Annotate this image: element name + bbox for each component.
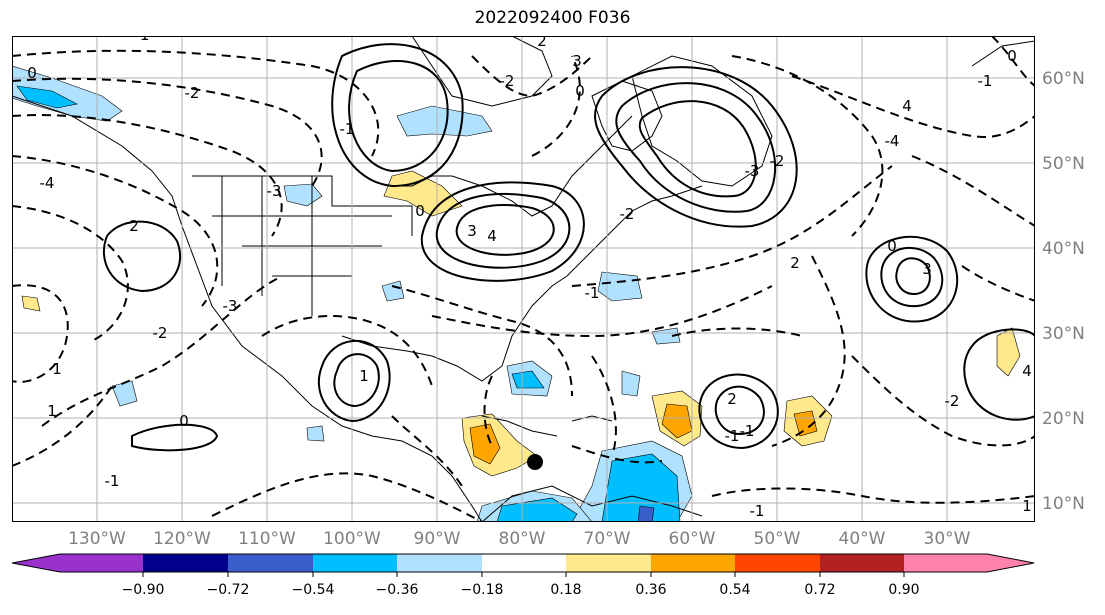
- colorbar: −0.90 −0.72 −0.54 −0.36 −0.18 0.18 0.36 0.54 0.7…: [11, 553, 1035, 598]
- contour-label: -1: [725, 427, 740, 445]
- contour-label: 1: [52, 360, 62, 378]
- longitude-label: 40°W: [839, 529, 886, 548]
- contour-label: 3: [922, 260, 932, 278]
- colorbar-outline: [11, 553, 1035, 573]
- contour-label: 0: [575, 82, 585, 100]
- contour-label: 0: [27, 64, 37, 82]
- colorbar-bin: [820, 554, 904, 572]
- contour-label: 2: [129, 217, 139, 235]
- latitude-label: 50°N: [1042, 154, 1085, 174]
- contour-label: 4: [902, 97, 912, 115]
- longitude-label: 60°W: [669, 529, 716, 548]
- colorbar-bin: [313, 554, 397, 572]
- longitude-label: 70°W: [584, 529, 631, 548]
- map-panel: -1-2-3-401234-101-2-112-3-10-223-10-4-24…: [12, 36, 1035, 522]
- contour-label: 2: [790, 254, 800, 272]
- contour-label: 0: [415, 202, 425, 220]
- colorbar-tick-label: −0.90: [122, 582, 165, 598]
- latitude-axis: 60°N 50°N 40°N 30°N 20°N 10°N: [1042, 69, 1085, 514]
- colorbar-bin: [651, 554, 735, 572]
- storm-marker: [527, 454, 543, 470]
- contour-label: 4: [487, 227, 497, 245]
- longitude-label: 110°W: [238, 529, 296, 548]
- contour-label: -1: [740, 422, 755, 440]
- longitude-label: 50°W: [754, 529, 801, 548]
- gridlines: [12, 36, 1035, 522]
- contour-label: 2: [537, 36, 547, 50]
- longitude-label: 80°W: [499, 529, 546, 548]
- contour-label: 4: [1022, 362, 1032, 380]
- contour-label: -2: [500, 72, 515, 90]
- colorbar-tick-label: 0.18: [550, 582, 581, 598]
- colorbar-bin: [143, 554, 228, 572]
- contour-label: -3: [745, 162, 760, 180]
- contour-label: 1: [47, 402, 57, 420]
- contour-label: 2: [727, 390, 737, 408]
- blue-patch-alaska: [12, 65, 123, 122]
- colorbar-tick-label: 0.72: [804, 582, 835, 598]
- contour-label: -4: [40, 174, 55, 192]
- colorbar-tick-label: −0.36: [376, 582, 419, 598]
- contour-label: -4: [885, 132, 900, 150]
- map-title: 2022092400 F036: [474, 8, 631, 28]
- latitude-label: 10°N: [1042, 494, 1085, 514]
- contour-label: 1: [1022, 497, 1032, 515]
- contour-label: -1: [978, 72, 993, 90]
- colorbar-bin: [60, 554, 143, 572]
- contour-label: -1: [105, 472, 120, 490]
- longitude-label: 90°W: [414, 529, 461, 548]
- contour-label: -2: [620, 205, 635, 223]
- colorbar-bin: [228, 554, 313, 572]
- colorbar-bin: [482, 554, 566, 572]
- contour-label: -1: [135, 36, 150, 44]
- colorbar-over-arrow: [987, 554, 1034, 572]
- colorbar-tick-label: 0.36: [635, 582, 666, 598]
- colorbar-tick-label: −0.54: [292, 582, 335, 598]
- longitude-label: 100°W: [323, 529, 381, 548]
- contour-label: 1: [359, 367, 369, 385]
- colorbar-bin: [735, 554, 820, 572]
- colorbar-tick-label: −0.18: [461, 582, 504, 598]
- contour-label: 0: [887, 237, 897, 255]
- contour-label: 0: [179, 412, 189, 430]
- contour-label: -1: [585, 284, 600, 302]
- longitude-axis: 130°W 120°W 110°W 100°W 90°W 80°W 70°W 60°W 50°W…: [68, 529, 971, 548]
- contour-label: 0: [1007, 47, 1017, 65]
- contour-label: 3: [467, 222, 477, 240]
- colorbar-bin: [566, 554, 651, 572]
- contour-label: -2: [185, 84, 200, 102]
- latitude-label: 60°N: [1042, 69, 1085, 89]
- contour-label: -1: [340, 120, 355, 138]
- colorbar-under-arrow: [12, 554, 60, 572]
- longitude-label: 30°W: [924, 529, 971, 548]
- contour-label: -3: [223, 297, 238, 315]
- contour-label: -2: [770, 152, 785, 170]
- colorbar-tick-label: 0.90: [888, 582, 919, 598]
- contour-label: -2: [945, 392, 960, 410]
- solid-contours: [102, 43, 1035, 452]
- longitude-label: 130°W: [68, 529, 126, 548]
- contour-label: 3: [572, 52, 582, 70]
- contour-label: -3: [267, 182, 282, 200]
- latitude-label: 30°N: [1042, 324, 1085, 344]
- contour-label: -1: [750, 502, 765, 520]
- colorbar-bin: [904, 554, 987, 572]
- colorbar-tick-label: 0.54: [719, 582, 750, 598]
- colorbar-tick-label: −0.72: [207, 582, 250, 598]
- contour-labels: -1-2-3-401234-101-2-112-3-10-223-10-4-24…: [27, 36, 1032, 520]
- contour-label: -2: [153, 324, 168, 342]
- longitude-label: 120°W: [153, 529, 211, 548]
- dashed-contours: [12, 36, 1035, 522]
- latitude-label: 20°N: [1042, 409, 1085, 429]
- colorbar-bin: [397, 554, 482, 572]
- latitude-label: 40°N: [1042, 239, 1085, 259]
